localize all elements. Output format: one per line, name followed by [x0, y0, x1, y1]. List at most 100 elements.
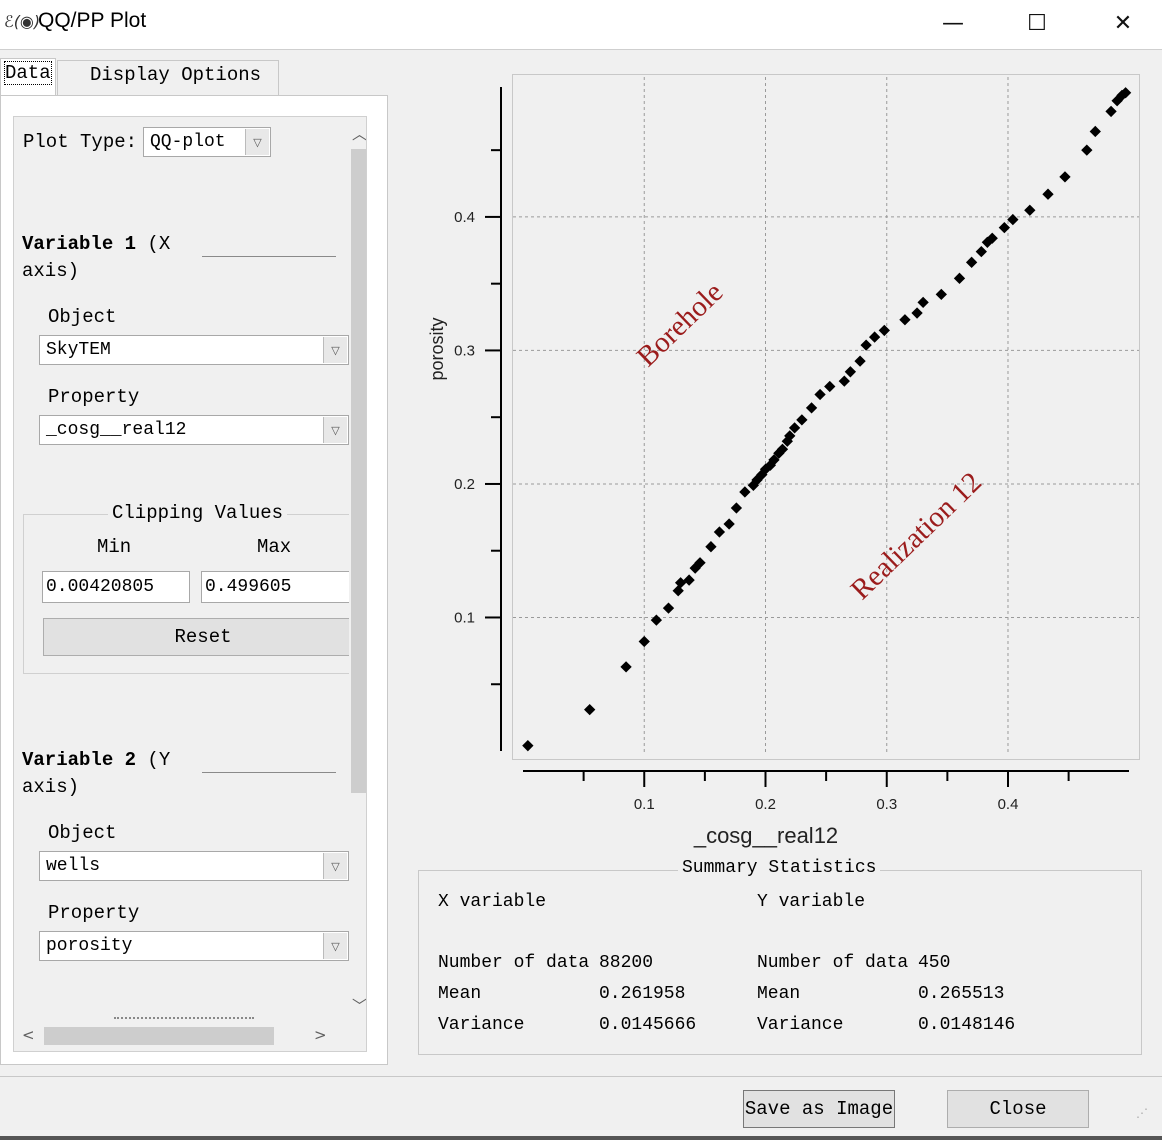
- chevron-down-icon: ▽: [323, 417, 347, 443]
- clipping-title: Clipping Values: [108, 502, 288, 524]
- title-bar: ℰ(◉) QQ/PP Plot — ☐ ✕: [0, 0, 1162, 50]
- property1-label: Property: [48, 386, 140, 408]
- clipped-group-title-fragment: [114, 1017, 254, 1019]
- data-point: [917, 296, 929, 309]
- data-point: [1089, 125, 1101, 138]
- x-tick-label: 0.1: [634, 796, 655, 813]
- clip-max-input[interactable]: 0.499605: [201, 571, 361, 603]
- minimize-button[interactable]: —: [918, 0, 988, 46]
- property1-select[interactable]: _cosg__real12 ▽: [39, 415, 349, 445]
- x-tick-label: 0.4: [998, 796, 1019, 813]
- y-mean-label: Mean: [757, 984, 801, 1004]
- data-point: [844, 366, 857, 378]
- y-variance-value: 0.0148146: [918, 1015, 1016, 1035]
- chevron-down-icon: ▽: [323, 853, 347, 879]
- tab-display-options[interactable]: Display Options: [57, 60, 279, 95]
- data-point: [638, 635, 650, 648]
- chevron-right-icon[interactable]: >: [314, 1026, 327, 1044]
- reset-button[interactable]: Reset: [43, 618, 363, 656]
- summary-statistics-title: Summary Statistics: [678, 858, 881, 878]
- y-tick-label: 0.1: [454, 609, 475, 626]
- data-point: [784, 430, 796, 442]
- object1-select[interactable]: SkyTEM ▽: [39, 335, 349, 365]
- vertical-scrollbar[interactable]: ︿ ﹀: [349, 117, 367, 1019]
- save-as-image-button[interactable]: Save as Image: [743, 1090, 895, 1128]
- close-window-button[interactable]: ✕: [1088, 0, 1158, 46]
- vertical-scroll-thumb[interactable]: [351, 149, 366, 793]
- x-n-value: 88200: [599, 953, 654, 973]
- resize-grip-icon[interactable]: ⋰: [1136, 1106, 1148, 1120]
- plot-type-label: Plot Type:: [23, 131, 138, 153]
- data-point: [814, 388, 826, 401]
- max-label: Max: [257, 536, 292, 558]
- close-button[interactable]: Close: [947, 1090, 1089, 1128]
- data-point: [986, 232, 998, 244]
- maximize-icon: ☐: [1027, 10, 1047, 36]
- data-point: [662, 602, 675, 614]
- data-point: [953, 272, 966, 284]
- data-point: [911, 307, 923, 319]
- plot-area: [512, 74, 1140, 760]
- data-point: [975, 245, 987, 258]
- variable2-heading-line2: axis): [22, 776, 80, 798]
- object2-label: Object: [48, 822, 117, 844]
- close-icon: ✕: [1113, 10, 1133, 36]
- object2-select[interactable]: wells ▽: [39, 851, 349, 881]
- x-n-label: Number of data: [438, 953, 590, 973]
- y-tick-label: 0.4: [454, 209, 475, 226]
- plot-type-select[interactable]: QQ-plot ▽: [143, 127, 271, 157]
- chevron-down-icon[interactable]: ﹀: [352, 997, 367, 1015]
- x-tick-label: 0.2: [755, 796, 776, 813]
- data-point: [788, 422, 801, 434]
- data-point: [1059, 171, 1071, 183]
- data-point: [768, 454, 780, 466]
- minimize-icon: —: [942, 10, 964, 36]
- x-variance-value: 0.0145666: [599, 1015, 697, 1035]
- data-point: [705, 541, 717, 553]
- data-point: [776, 443, 789, 455]
- property2-label: Property: [48, 902, 140, 924]
- variable1-heading: Variable 1 (X: [22, 233, 171, 255]
- chevron-down-icon: ▽: [323, 337, 347, 363]
- data-point: [522, 740, 534, 752]
- x-variance-label: Variance: [438, 1015, 525, 1035]
- annotation-borehole: Borehole: [631, 276, 730, 373]
- annotation-realization: Realization 12: [845, 466, 988, 606]
- y-n-value: 450: [918, 953, 951, 973]
- maximize-button[interactable]: ☐: [1002, 0, 1072, 46]
- data-point: [1081, 144, 1093, 156]
- settings-scroll-area: Plot Type: QQ-plot ▽ Variable 1 (X axis)…: [13, 116, 367, 1052]
- tab-data[interactable]: Data: [0, 58, 56, 95]
- app-icon: ℰ(◉): [4, 12, 41, 31]
- data-point: [1042, 188, 1054, 200]
- y-axis-label: porosity: [427, 317, 447, 380]
- horizontal-scroll-thumb[interactable]: [44, 1027, 274, 1045]
- y-mean-value: 0.265513: [918, 984, 1005, 1004]
- window-title: QQ/PP Plot: [38, 9, 147, 32]
- data-point: [838, 375, 850, 387]
- chevron-down-icon: ▽: [245, 129, 269, 155]
- chevron-up-icon[interactable]: ︿: [352, 125, 367, 143]
- property2-select[interactable]: porosity ▽: [39, 931, 349, 961]
- data-point: [796, 414, 808, 426]
- data-point: [620, 661, 632, 673]
- data-point: [899, 314, 911, 326]
- y-variable-header: Y variable: [757, 892, 866, 912]
- window-bottom-edge: [0, 1136, 1162, 1140]
- clip-min-input[interactable]: 0.00420805: [42, 571, 190, 603]
- x-variable-header: X variable: [438, 892, 547, 912]
- data-point: [1105, 105, 1117, 118]
- data-point: [650, 614, 663, 626]
- horizontal-scrollbar[interactable]: < >: [14, 1019, 366, 1051]
- qq-plot-chart: 0.1 0.2 0.3 0.4 0.1 0.2 0.3 0.4 _cosg__real12 por…: [427, 77, 1139, 848]
- min-label: Min: [97, 536, 132, 558]
- object1-label: Object: [48, 306, 117, 328]
- data-point: [854, 355, 866, 367]
- data-point: [1024, 204, 1036, 216]
- data-point: [965, 256, 978, 268]
- data-point: [1007, 213, 1019, 226]
- variable2-heading: Variable 2 (Y: [22, 749, 171, 771]
- x-tick-label: 0.3: [876, 796, 897, 813]
- y-n-label: Number of data: [757, 953, 909, 973]
- chevron-left-icon[interactable]: <: [22, 1026, 35, 1044]
